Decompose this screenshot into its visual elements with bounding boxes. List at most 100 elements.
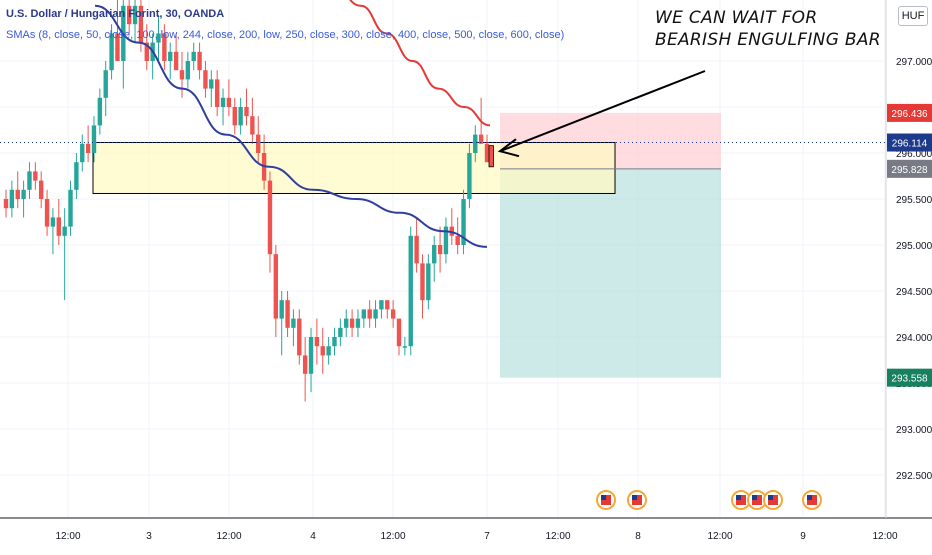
event-flag-canton [736,495,741,500]
candle-up [279,291,284,356]
candle-body [461,199,466,245]
arrow-line [499,70,706,153]
candle-body [244,107,249,117]
candle-up [220,88,226,126]
y-tick-label: 295.500 [896,195,932,206]
candle-body [420,263,425,301]
candle-up [50,208,56,255]
candle-body [432,245,437,264]
candle-body [162,33,167,61]
candle-body [126,5,132,25]
candle-up [238,97,243,135]
candle-body [285,300,290,328]
candle-body [426,263,431,301]
candle-body [414,235,419,264]
candle-down [162,24,167,71]
candle-down [420,254,425,319]
candle-body [344,318,349,328]
x-tick-label: 3 [146,531,152,542]
x-tick-label: 7 [484,531,490,542]
candle-up [373,300,378,328]
candle-body [220,97,226,107]
candle-up [97,88,103,135]
y-tick-label: 294.000 [896,333,932,344]
candle-up [308,327,314,393]
candle-body [379,300,384,310]
x-tick-label: 12:00 [707,531,732,542]
candle-body [214,79,220,107]
candle-up [402,337,408,356]
candle-body [355,318,361,328]
candle-down [244,88,249,126]
candle-up [473,125,478,163]
last-candle [488,145,494,168]
candle-body [390,309,396,319]
candle-up [156,15,161,61]
candle-up [291,309,296,347]
candle-body [332,337,337,347]
candle-down [15,171,20,209]
candle-down [56,199,61,245]
candle-up [209,70,214,107]
target-zone [500,168,721,378]
price-label-current: 296.114 [892,139,928,150]
candle-up [132,0,138,43]
candle-body [203,70,208,89]
price-label-green: 293.558 [891,374,928,385]
candle-up [21,180,26,218]
candle-body [168,51,173,61]
price-label-gray: 295.828 [891,165,928,176]
symbol-title: U.S. Dollar / Hungarian Forint, 30, OAND… [6,8,225,20]
candle-body [109,33,114,71]
candle-up [443,217,449,264]
candle-down [267,171,273,273]
candle-body [478,134,484,144]
candle-down [449,208,455,245]
candle-body [320,346,325,356]
indicator-legend[interactable]: SMAs (8, close, 50, close, 100, low, 244… [6,29,565,41]
candle-down [197,42,202,80]
event-flag-icon [627,490,647,510]
candle-down [203,61,208,98]
candle-up [344,309,349,337]
x-tick-label: 12:00 [872,531,897,542]
candle-body [115,33,120,61]
currency-button[interactable]: HUF [898,6,928,26]
candle-body [367,309,372,319]
candle-body [185,61,191,80]
candle-body [156,33,161,43]
candle-up [355,309,361,337]
candle-body [74,162,79,190]
price-label-green-bg [887,368,932,387]
candle-up [27,162,32,199]
candle-body [267,180,273,255]
candle-body [232,107,237,126]
x-tick-label: 12:00 [55,531,80,542]
candle-down [44,189,50,236]
candle-body [473,134,478,153]
candle-body [326,346,331,356]
candle-down [367,300,372,328]
candle-body [408,235,413,347]
y-tick-label: 295.000 [896,241,932,252]
candle-down [285,291,290,337]
candle-down [226,79,232,117]
sma-navy-line [94,4,488,248]
candle-down [414,217,419,273]
price-label-gray-bg [887,159,932,178]
candle-body [273,254,279,319]
candle-up [80,134,85,172]
event-flag-canton [768,495,773,500]
candle-body [191,51,196,61]
event-flag-icon [763,490,783,510]
y-tick-label: 293.000 [896,425,932,436]
y-tick-label: 297.000 [896,57,932,68]
price-label-red-bg [887,103,932,122]
candle-body [144,42,149,61]
candle-body [402,346,408,348]
x-tick-label: 4 [310,531,316,542]
candle-body [467,153,472,199]
candle-body [27,171,32,190]
